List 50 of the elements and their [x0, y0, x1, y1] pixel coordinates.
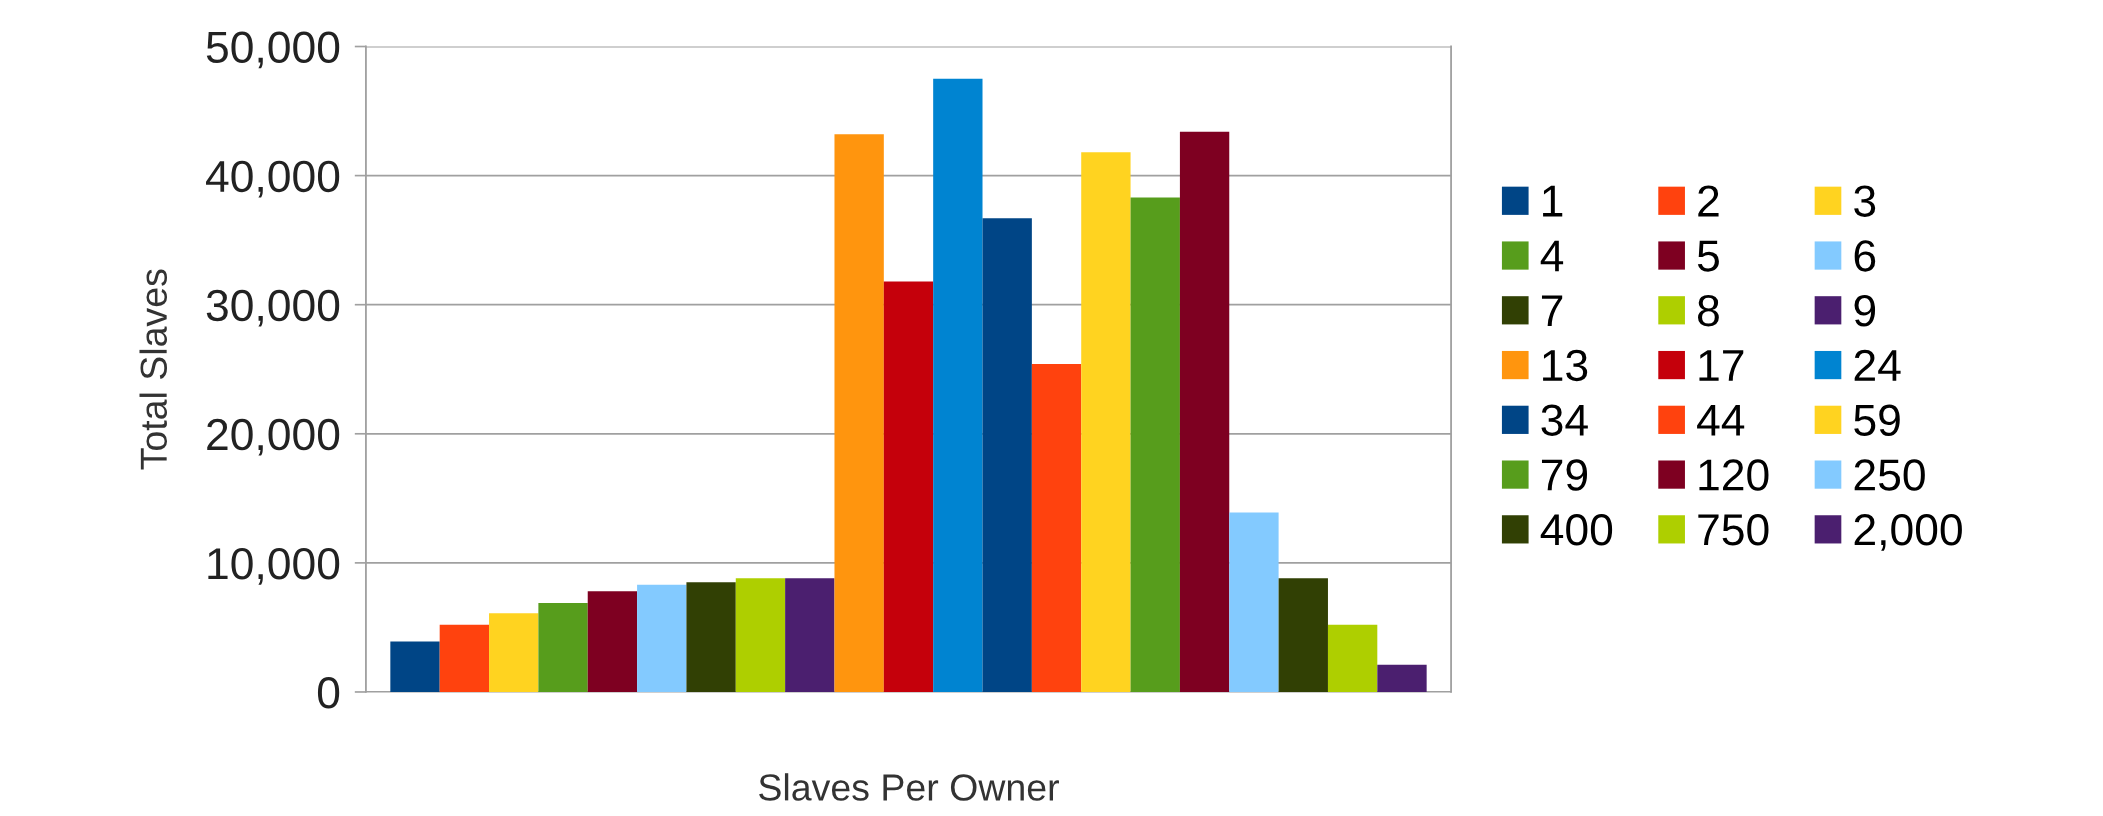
y-tick-label: 10,000: [208, 547, 340, 585]
legend-label: 3: [1854, 185, 1876, 217]
legend-label: 4: [1540, 240, 1564, 272]
legend-label: 44: [1697, 404, 1745, 436]
y-axis-title: Total Slaves: [139, 269, 168, 470]
bar: [637, 584, 687, 692]
bar: [1130, 197, 1180, 692]
bar: [1031, 364, 1082, 692]
y-tick-label: 30,000: [206, 289, 340, 327]
legend-label: 24: [1854, 349, 1901, 381]
legend-label: 6: [1854, 240, 1876, 272]
bar: [439, 624, 490, 692]
legend-label: 120: [1699, 459, 1769, 491]
y-tick-label: 20,000: [207, 418, 340, 456]
legend-label: 7: [1541, 295, 1563, 326]
bar: [390, 641, 440, 692]
bar: [1327, 624, 1378, 692]
y-tick-label: 40,000: [206, 160, 340, 198]
legend-label: 250: [1854, 459, 1925, 491]
legend-label: 5: [1697, 240, 1719, 272]
bar: [538, 602, 588, 692]
bar: [1229, 512, 1279, 692]
legend-label: 34: [1541, 404, 1588, 436]
y-tick-label: 0: [317, 677, 340, 709]
legend-label: 2,000: [1854, 513, 1962, 551]
bar: [1278, 578, 1328, 692]
bar: [834, 134, 884, 692]
legend-label: 1: [1543, 185, 1563, 217]
bar: [1081, 152, 1131, 692]
y-tick-label: 50,000: [206, 31, 340, 69]
bar: [1179, 131, 1230, 692]
bar: [982, 218, 1032, 692]
bar: [933, 78, 983, 692]
legend-label: 9: [1854, 294, 1876, 327]
legend-label: 13: [1543, 349, 1588, 382]
legend-label: 17: [1699, 350, 1744, 381]
legend-label: 750: [1698, 513, 1769, 546]
legend-label: 59: [1854, 404, 1900, 436]
bar: [883, 281, 934, 692]
bar: [489, 613, 539, 692]
bar: [686, 582, 736, 692]
bar: [1377, 664, 1427, 692]
legend-label: 79: [1541, 459, 1588, 491]
x-axis-title: Slaves Per Owner: [759, 773, 1059, 801]
legend-label: 8: [1698, 294, 1719, 327]
legend-label: 2: [1698, 185, 1719, 217]
bar: [785, 578, 835, 692]
bar: [735, 578, 786, 692]
legend-label: 400: [1540, 513, 1613, 546]
bar: [587, 591, 638, 692]
